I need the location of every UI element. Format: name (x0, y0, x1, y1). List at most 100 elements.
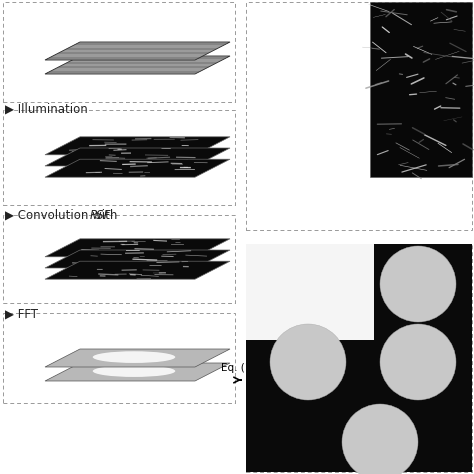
Polygon shape (45, 349, 230, 367)
Polygon shape (45, 261, 230, 279)
Polygon shape (45, 56, 230, 74)
Polygon shape (45, 159, 230, 177)
Polygon shape (45, 261, 230, 279)
Polygon shape (45, 148, 230, 166)
Polygon shape (45, 239, 230, 257)
Polygon shape (45, 159, 230, 177)
Polygon shape (45, 239, 230, 257)
Polygon shape (45, 148, 230, 166)
Polygon shape (45, 159, 230, 177)
Polygon shape (45, 148, 230, 166)
Polygon shape (45, 137, 230, 155)
Polygon shape (45, 239, 230, 257)
Polygon shape (45, 250, 230, 268)
Polygon shape (45, 137, 230, 155)
Polygon shape (45, 250, 230, 268)
Circle shape (342, 404, 418, 474)
Polygon shape (45, 159, 230, 177)
Bar (3, 110, 235, 205)
Text: ▶ Illumination: ▶ Illumination (5, 103, 88, 116)
Bar (246, 244, 472, 472)
Polygon shape (45, 261, 230, 279)
Polygon shape (45, 250, 230, 268)
Polygon shape (45, 239, 230, 257)
Polygon shape (45, 261, 230, 279)
Polygon shape (45, 261, 230, 279)
Bar (3, 313, 235, 403)
Polygon shape (45, 261, 230, 279)
Polygon shape (45, 159, 230, 177)
Polygon shape (45, 239, 230, 257)
Polygon shape (45, 137, 230, 155)
Polygon shape (45, 159, 230, 177)
Polygon shape (45, 250, 230, 268)
Polygon shape (45, 363, 230, 381)
Polygon shape (45, 239, 230, 257)
Polygon shape (45, 239, 230, 257)
Polygon shape (45, 137, 230, 155)
Text: PSF: PSF (90, 209, 111, 222)
Polygon shape (45, 42, 230, 60)
Circle shape (380, 324, 456, 400)
Polygon shape (45, 148, 230, 166)
Polygon shape (45, 239, 230, 257)
Polygon shape (45, 250, 230, 268)
Bar (3, 215, 235, 303)
Polygon shape (45, 148, 230, 166)
Polygon shape (45, 261, 230, 279)
Polygon shape (45, 148, 230, 166)
Polygon shape (45, 250, 230, 268)
Polygon shape (45, 239, 230, 257)
Polygon shape (45, 261, 230, 279)
Polygon shape (45, 137, 230, 155)
Polygon shape (45, 250, 230, 268)
Polygon shape (45, 137, 230, 155)
Polygon shape (45, 261, 230, 279)
Polygon shape (45, 363, 230, 381)
Polygon shape (45, 159, 230, 177)
Polygon shape (45, 159, 230, 177)
Polygon shape (45, 42, 230, 60)
Polygon shape (45, 250, 230, 268)
Polygon shape (45, 148, 230, 166)
Ellipse shape (93, 351, 175, 363)
Polygon shape (45, 148, 230, 166)
Polygon shape (45, 261, 230, 279)
Polygon shape (45, 250, 230, 268)
Polygon shape (45, 137, 230, 155)
Polygon shape (45, 148, 230, 166)
Polygon shape (45, 148, 230, 166)
Bar (246, 244, 374, 340)
Polygon shape (45, 250, 230, 268)
Polygon shape (45, 239, 230, 257)
Polygon shape (45, 137, 230, 155)
Polygon shape (45, 250, 230, 268)
Polygon shape (45, 250, 230, 268)
Polygon shape (45, 137, 230, 155)
Circle shape (270, 324, 346, 400)
Polygon shape (45, 261, 230, 279)
Polygon shape (45, 137, 230, 155)
Polygon shape (45, 137, 230, 155)
Polygon shape (45, 261, 230, 279)
Polygon shape (45, 159, 230, 177)
Polygon shape (45, 261, 230, 279)
Polygon shape (45, 261, 230, 279)
Polygon shape (45, 159, 230, 177)
Polygon shape (45, 148, 230, 166)
Polygon shape (45, 239, 230, 257)
Polygon shape (45, 250, 230, 268)
Polygon shape (45, 137, 230, 155)
Polygon shape (45, 137, 230, 155)
Bar (246, 244, 472, 472)
Polygon shape (45, 261, 230, 279)
Polygon shape (45, 250, 230, 268)
Polygon shape (45, 239, 230, 257)
Bar (246, 2, 472, 230)
Polygon shape (45, 159, 230, 177)
Polygon shape (45, 137, 230, 155)
Text: Eq. (10): Eq. (10) (220, 363, 262, 373)
Polygon shape (45, 148, 230, 166)
Polygon shape (45, 148, 230, 166)
Polygon shape (45, 137, 230, 155)
